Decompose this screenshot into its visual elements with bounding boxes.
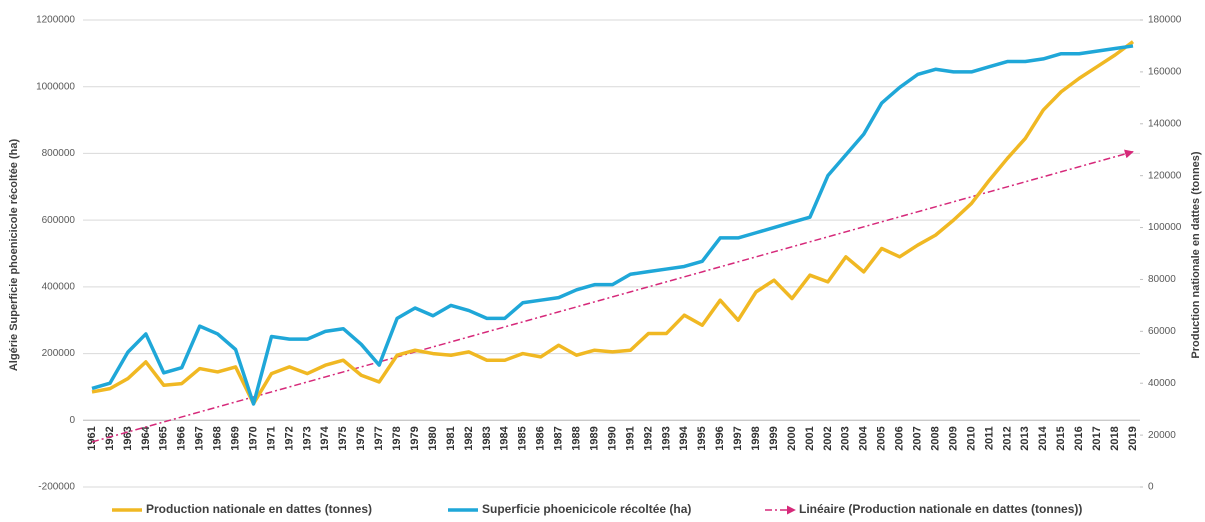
legend-label: Production nationale en dattes (tonnes) (146, 502, 372, 516)
legend-label: Superficie phoenicicole récoltée (ha) (482, 502, 691, 516)
y2-tick-label: 0 (1148, 482, 1154, 493)
x-tick-label: 1966 (176, 426, 188, 450)
legend-label: Linéaire (Production nationale en dattes… (799, 502, 1082, 516)
x-tick-label: 2010 (965, 426, 977, 450)
x-tick-label: 2016 (1073, 426, 1085, 450)
y2-tick-label: 100000 (1148, 222, 1182, 233)
x-tick-label: 1999 (768, 426, 780, 450)
y2-tick-label: 80000 (1148, 274, 1176, 285)
y-tick-label: 200000 (42, 348, 76, 359)
x-tick-label: 2002 (822, 426, 834, 450)
x-tick-label: 2009 (947, 426, 959, 450)
x-tick-label: 1988 (571, 426, 583, 450)
y-tick-label: 1200000 (36, 15, 75, 26)
x-tick-label: 2007 (912, 426, 924, 450)
x-tick-label: 2004 (858, 425, 870, 450)
x-tick-label: 1978 (391, 426, 403, 450)
y-tick-label: 800000 (42, 148, 76, 159)
x-tick-label: 2015 (1055, 426, 1067, 450)
x-tick-label: 1994 (678, 425, 690, 450)
x-tick-label: 1977 (373, 426, 385, 450)
y2-tick-label: 160000 (1148, 67, 1182, 78)
x-tick-label: 2011 (983, 426, 995, 450)
x-tick-label: 1985 (517, 426, 529, 450)
y-tick-label: 0 (69, 415, 75, 426)
y-tick-label: 600000 (42, 215, 76, 226)
x-tick-label: 1968 (212, 426, 224, 450)
x-tick-label: 1992 (642, 426, 654, 450)
y2-tick-label: 40000 (1148, 378, 1176, 389)
x-tick-label: 1979 (409, 426, 421, 450)
x-tick-label: 2006 (894, 426, 906, 450)
x-tick-label: 1983 (481, 426, 493, 450)
series-line (91, 40, 1135, 406)
x-tick-label: 1962 (104, 426, 116, 450)
x-tick-label: 1989 (588, 426, 600, 450)
x-tick-label: 1961 (86, 426, 98, 450)
x-tick-label: 1997 (732, 426, 744, 450)
x-tick-label: 1971 (265, 426, 277, 450)
y-tick-label: -200000 (38, 482, 75, 493)
x-tick-label: 2013 (1019, 426, 1031, 450)
x-tick-label: 1981 (445, 426, 457, 450)
x-tick-label: 1973 (301, 426, 313, 450)
x-tick-label: 2001 (804, 426, 816, 450)
x-tick-label: 1980 (427, 426, 439, 450)
x-tick-label: 2005 (876, 426, 888, 450)
x-tick-label: 1982 (463, 426, 475, 450)
x-tick-label: 1969 (229, 426, 241, 450)
x-tick-label: 1975 (337, 426, 349, 450)
y2-tick-label: 20000 (1148, 430, 1176, 441)
y-tick-label: 400000 (42, 281, 76, 292)
x-tick-label: 2003 (840, 426, 852, 450)
x-tick-label: 1964 (140, 425, 152, 450)
x-tick-label: 1987 (553, 426, 565, 450)
x-tick-label: 1984 (499, 425, 511, 450)
x-tick-label: 1993 (660, 426, 672, 450)
x-tick-label: 1995 (696, 426, 708, 450)
x-tick-label: 2012 (1001, 426, 1013, 450)
x-tick-label: 1974 (319, 425, 331, 450)
x-tick-label: 2019 (1127, 426, 1139, 450)
x-tick-label: 2000 (786, 426, 798, 450)
y2-tick-label: 60000 (1148, 326, 1176, 337)
y-axis-label: Algérie Superficie phoenicicole récoltée… (8, 139, 20, 372)
x-tick-label: 1991 (624, 426, 636, 450)
x-tick-label: 1970 (247, 426, 259, 450)
y-tick-label: 1000000 (36, 81, 75, 92)
x-tick-label: 1963 (122, 426, 134, 450)
x-tick-label: 1967 (194, 426, 206, 450)
x-tick-label: 1998 (750, 426, 762, 450)
y2-axis-label: Production nationale en dattes (tonnes) (1190, 151, 1202, 359)
x-tick-label: 1965 (158, 426, 170, 450)
y2-tick-label: 180000 (1148, 15, 1182, 26)
x-tick-label: 2014 (1037, 425, 1049, 450)
x-tick-label: 2008 (929, 426, 941, 450)
x-tick-label: 2018 (1109, 426, 1121, 450)
x-tick-label: 1990 (606, 426, 618, 450)
y2-tick-label: 140000 (1148, 118, 1182, 129)
series-line (91, 44, 1134, 406)
x-tick-label: 1996 (714, 426, 726, 450)
y2-tick-label: 120000 (1148, 170, 1182, 181)
series-line (91, 149, 1134, 443)
x-tick-label: 1986 (535, 426, 547, 450)
x-tick-label: 2017 (1091, 426, 1103, 450)
x-tick-label: 1976 (355, 426, 367, 450)
x-tick-label: 1972 (283, 426, 295, 450)
